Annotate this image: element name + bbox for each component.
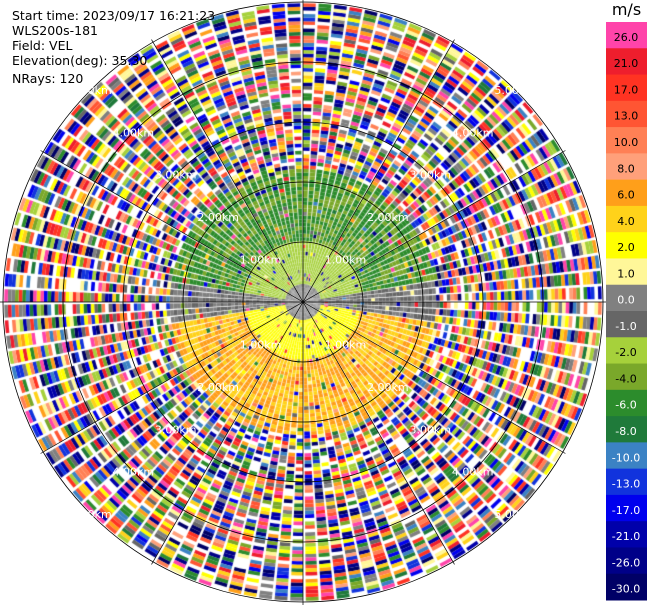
colorbar-tick-label: -1.0: [615, 320, 636, 333]
colorbar-tick-label: -10.0: [612, 451, 640, 464]
azimuth-spoke: [302, 301, 455, 565]
colorbar-segment: [606, 48, 647, 76]
ring-label: 4.00km: [113, 466, 155, 479]
azimuth-spoke: [151, 301, 304, 565]
azimuth-spoke: [40, 150, 304, 303]
colorbar-segment: [606, 22, 647, 49]
colorbar-segment: [606, 74, 647, 102]
elevation-label: Elevation(deg): 35.30: [12, 53, 148, 68]
colorbar-tick-label: 21.0: [614, 57, 639, 70]
ring-label: 4.00km: [452, 466, 494, 479]
colorbar-tick-label: 2.0: [617, 241, 635, 254]
colorbar-tick-label: -21.0: [612, 530, 640, 543]
colorbar-segment: [606, 100, 647, 128]
ring-label: 2.00km: [197, 211, 239, 224]
colorbar-segment: [606, 127, 647, 154]
azimuth-spoke: [302, 150, 566, 303]
colorbar-segment: [606, 521, 647, 548]
colorbar-segment: [606, 442, 647, 470]
ring-label: 3.00km: [409, 423, 451, 436]
ring-label: 5.00km: [70, 508, 112, 521]
nrays-label: NRays: 120: [12, 71, 84, 86]
ring-label: 3.00km: [155, 423, 197, 436]
colorbar-tick-label: 17.0: [614, 83, 639, 96]
ring-label: 1.00km: [240, 254, 282, 267]
colorbar-tick-label: -4.0: [615, 372, 636, 385]
colorbar-tick-label: 8.0: [617, 162, 635, 175]
colorbar-segment: [606, 179, 647, 207]
ring-label: 1.00km: [240, 338, 282, 351]
site-label: WLS200s-181: [12, 23, 98, 38]
ring-label: 3.00km: [409, 169, 451, 182]
ring-label: 2.00km: [367, 381, 409, 394]
ring-label: 5.00km: [70, 84, 112, 97]
colorbar-segment: [606, 284, 647, 312]
colorbar-segment: [606, 416, 647, 443]
colorbar-tick-label: 13.0: [614, 110, 639, 123]
colorbar-segment: [606, 153, 647, 181]
colorbar-segment: [606, 573, 647, 601]
colorbar-segment: [606, 337, 647, 365]
colorbar-segment: [606, 205, 647, 233]
colorbar-tick-label: -30.0: [612, 583, 640, 596]
colorbar-units: m/s: [611, 0, 642, 19]
azimuth-spoke: [40, 301, 304, 454]
colorbar-segment: [606, 258, 647, 286]
velocity-colorbar: 26.0 21.0 17.0 13.0 10.0 8.0 6.0 4.0 2.0 1.0 0.0 -1…: [606, 22, 647, 601]
ring-label: 2.00km: [197, 381, 239, 394]
colorbar-tick-label: 26.0: [614, 31, 639, 44]
colorbar-tick-label: 1.0: [617, 267, 635, 280]
azimuth-spoke: [302, 39, 455, 303]
colorbar-tick-label: -8.0: [615, 425, 636, 438]
ring-label: 4.00km: [452, 126, 494, 139]
colorbar-tick-label: 10.0: [614, 136, 639, 149]
ring-label: 1.00km: [325, 254, 367, 267]
field-label: Field: VEL: [12, 38, 73, 53]
ring-label: 5.00km: [494, 84, 536, 97]
ring-label: 4.00km: [113, 126, 155, 139]
colorbar-tick-label: 0.0: [617, 294, 635, 307]
colorbar-segment: [606, 311, 647, 338]
ring-label: 3.00km: [155, 169, 197, 182]
colorbar-segment: [606, 547, 647, 575]
colorbar-tick-label: -26.0: [612, 556, 640, 569]
colorbar-segment: [606, 363, 647, 391]
colorbar-tick-label: -2.0: [615, 346, 636, 359]
colorbar-tick-label: -13.0: [612, 478, 640, 491]
start-time-label: Start time: 2023/09/17 16:21:23: [12, 8, 216, 23]
ring-label: 2.00km: [367, 211, 409, 224]
azimuth-spoke: [151, 39, 304, 303]
colorbar-tick-label: -6.0: [615, 399, 636, 412]
colorbar-tick-label: 4.0: [617, 215, 635, 228]
ring-label: 5.00km: [494, 508, 536, 521]
colorbar-segment: [606, 494, 647, 522]
colorbar-segment: [606, 232, 647, 259]
colorbar-tick-label: -17.0: [612, 504, 640, 517]
azimuth-spoke: [302, 301, 566, 454]
colorbar-tick-label: 6.0: [617, 189, 635, 202]
ring-label: 1.00km: [325, 338, 367, 351]
colorbar-segment: [606, 389, 647, 417]
colorbar-segment: [606, 468, 647, 496]
